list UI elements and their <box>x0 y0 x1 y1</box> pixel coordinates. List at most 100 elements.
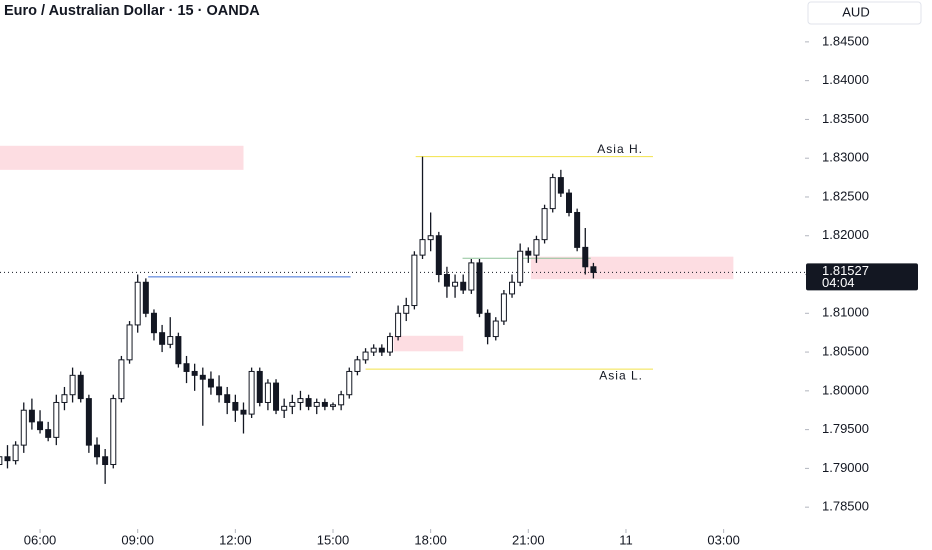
candle-body <box>142 281 149 314</box>
zone <box>530 256 734 280</box>
x-tick-label: 12:00 <box>219 532 252 547</box>
candle-body <box>20 409 27 446</box>
x-tick-label: 11 <box>619 532 633 547</box>
y-tick-label: 1.79000 <box>822 460 869 475</box>
candle-body <box>207 378 214 388</box>
candles <box>0 156 597 484</box>
candle-body <box>484 312 491 338</box>
x-tick-label: 15:00 <box>317 532 350 547</box>
y-tick-label: 1.78500 <box>822 499 869 514</box>
y-tick-label: 1.84000 <box>822 72 869 87</box>
candle-body <box>378 347 385 353</box>
candle-body <box>370 347 377 353</box>
candle-body <box>330 404 337 407</box>
candle-body <box>118 359 125 400</box>
candle-body <box>232 401 239 411</box>
candle-body <box>557 177 564 194</box>
y-tick-label: 1.84500 <box>822 33 869 48</box>
candle-body <box>395 312 402 338</box>
candle-body <box>403 305 410 314</box>
candle-body <box>240 409 247 415</box>
candle-body <box>517 250 524 283</box>
candle-body <box>354 359 361 372</box>
candle-body <box>110 398 117 466</box>
candle-body <box>509 281 516 295</box>
candle-body <box>273 382 280 411</box>
candle-body <box>460 281 467 291</box>
candle-body <box>435 235 442 276</box>
candle-body <box>53 401 60 438</box>
y-tick-label: 1.81000 <box>822 305 869 320</box>
candle-body <box>313 401 320 407</box>
candle-body <box>297 398 304 403</box>
y-tick-label: 1.83000 <box>822 150 869 165</box>
candle-body <box>28 409 35 423</box>
candle-body <box>199 374 206 380</box>
candle-body <box>549 177 556 210</box>
candle-body <box>248 370 255 415</box>
candle-body <box>77 374 84 400</box>
candle-body <box>321 401 328 407</box>
zone <box>393 335 464 352</box>
candle-body <box>37 421 44 431</box>
candle-body <box>0 456 3 466</box>
candle-body <box>468 262 475 291</box>
axes: 1.84500 1.84000 1.83500 1.83000 1.82500 1.820… <box>24 33 918 547</box>
y-tick-label: 1.82000 <box>822 227 869 242</box>
x-tick-label: 03:00 <box>707 532 740 547</box>
candle-body <box>12 444 19 462</box>
x-tick-label: 21:00 <box>512 532 545 547</box>
candle-body <box>216 386 223 396</box>
candle-body <box>94 444 101 458</box>
candle-body <box>191 370 198 376</box>
chart-title: Euro / Australian Dollar · 15 · OANDA <box>4 3 260 19</box>
candle-body <box>476 262 483 314</box>
last-price-label: 1.81527 <box>822 263 869 278</box>
candle-body <box>256 370 263 403</box>
y-tick-label: 1.82500 <box>822 188 869 203</box>
zone <box>0 145 244 170</box>
candle-body <box>541 208 548 241</box>
candle-body <box>69 374 76 396</box>
candle-body <box>183 363 190 372</box>
candle-body <box>289 401 296 407</box>
candle-body <box>281 405 288 411</box>
candle-body <box>126 324 133 361</box>
candle-body <box>61 394 68 403</box>
candle-body <box>102 456 109 466</box>
candle-body <box>134 281 141 326</box>
candle-body <box>452 281 459 287</box>
countdown: 04:04 <box>822 275 855 290</box>
currency[interactable]: AUD <box>842 4 869 19</box>
currency-box[interactable] <box>807 1 922 25</box>
candle-body <box>45 429 52 438</box>
candle-body <box>338 394 345 406</box>
candle-body <box>346 370 353 396</box>
candle-body <box>224 394 231 403</box>
zones <box>0 145 734 352</box>
y-tick-label: 1.80000 <box>822 382 869 397</box>
candle-body <box>4 456 11 462</box>
candle-body <box>525 250 532 256</box>
candle-body <box>85 398 92 446</box>
candle-body <box>427 235 434 241</box>
level-label: Asia H. <box>597 142 643 156</box>
candle-body <box>411 254 418 307</box>
candle-body <box>582 246 589 268</box>
candle-body <box>305 398 312 407</box>
x-tick-label: 06:00 <box>24 532 57 547</box>
candle-body <box>566 192 573 213</box>
x-tick-label: 09:00 <box>121 532 154 547</box>
x-tick-label: 18:00 <box>414 532 447 547</box>
candle-body <box>159 332 166 345</box>
y-tick-label: 1.79500 <box>822 421 869 436</box>
candle-body <box>443 274 450 287</box>
candle-body <box>264 382 271 403</box>
level-label: Asia L. <box>599 368 643 382</box>
candle-body <box>150 312 157 334</box>
candle-body <box>175 336 182 365</box>
levels: Asia H. Asia L. <box>0 142 805 382</box>
